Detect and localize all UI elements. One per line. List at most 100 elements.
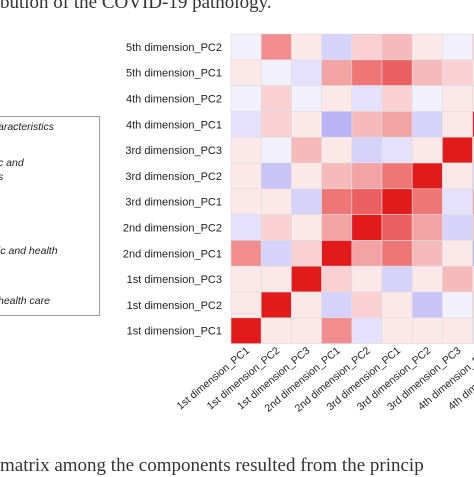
row-label: 1st dimension_PC2 (127, 300, 222, 312)
heatmap-cell (381, 240, 413, 267)
heatmap-cell (411, 317, 443, 344)
heatmap-cell (472, 291, 474, 319)
heatmap-cell (411, 162, 443, 190)
heatmap-cell (411, 240, 443, 267)
row-label: 3rd dimension_PC2 (125, 171, 222, 183)
heatmap-cell (230, 33, 262, 61)
heatmap-cell (351, 85, 383, 112)
heatmap-cell (411, 59, 443, 86)
row-label: 1st dimension_PC1 (127, 326, 222, 338)
heatmap-cell (472, 33, 474, 61)
row-label: 4th dimension_PC1 (126, 119, 222, 131)
top-caption: bution of the COVID-19 pathology. (0, 0, 272, 13)
heatmap-cell (442, 59, 473, 86)
heatmap-cell (291, 33, 322, 61)
heatmap-cell (381, 291, 413, 319)
heatmap-cell (381, 33, 413, 61)
legend-box: aracteristics c and s ic and health heal… (0, 116, 100, 316)
heatmap-cell (411, 33, 443, 61)
legend-item-3: s (0, 171, 3, 183)
heatmap-cell (321, 265, 353, 293)
row-label: 3rd dimension_PC1 (125, 197, 222, 209)
heatmap-cell (291, 214, 322, 241)
row-label: 5th dimension_PC2 (126, 42, 222, 54)
heatmap-cell (260, 214, 292, 241)
heatmap-cell (442, 317, 473, 344)
heatmap-cell (321, 317, 353, 344)
heatmap-cell (260, 162, 292, 190)
legend-item-2: c and (0, 157, 24, 169)
heatmap-cell (411, 136, 443, 164)
heatmap-cell (381, 265, 413, 293)
heatmap-cell (230, 291, 262, 319)
legend-item-1: aracteristics (0, 121, 55, 133)
heatmap-cell (291, 136, 322, 164)
heatmap-cell (411, 188, 443, 215)
heatmap-cell (291, 111, 322, 138)
heatmap-cell (291, 265, 322, 293)
heatmap-cell (442, 33, 473, 61)
heatmap-cell (351, 265, 383, 293)
heatmap-cell (442, 291, 473, 319)
heatmap-cell (472, 240, 474, 267)
heatmap-cell (230, 317, 262, 344)
heatmap-cell (351, 214, 383, 241)
heatmap-cell (230, 240, 262, 267)
heatmap-cell (472, 265, 474, 293)
heatmap-cell (442, 85, 473, 112)
heatmap-cell (351, 59, 383, 86)
heatmap-cell (291, 317, 322, 344)
legend-item-5: health care (0, 295, 50, 307)
heatmap-cell (321, 188, 353, 215)
heatmap-cell (230, 188, 262, 215)
heatmap-cell (260, 85, 292, 112)
heatmap-cell (230, 162, 262, 190)
heatmap-cell (321, 85, 353, 112)
heatmap-cell (381, 188, 413, 215)
row-label: 5th dimension_PC1 (126, 68, 222, 80)
heatmap-cell (291, 188, 322, 215)
heatmap-cell (230, 111, 262, 138)
row-label: 4th dimension_PC2 (126, 94, 222, 106)
heatmap-cell (381, 317, 413, 344)
heatmap-cell (442, 214, 473, 241)
heatmap-cells (230, 33, 474, 344)
heatmap-cell (442, 240, 473, 267)
heatmap-cell (260, 265, 292, 293)
heatmap-cell (291, 162, 322, 190)
heatmap-cell (321, 33, 353, 61)
heatmap-cell (291, 240, 322, 267)
heatmap-cell (321, 111, 353, 138)
heatmap-cell (411, 85, 443, 112)
heatmap-cell (411, 214, 443, 241)
heatmap-cell (230, 59, 262, 86)
heatmap-cell (351, 111, 383, 138)
heatmap-cell (472, 85, 474, 112)
heatmap-cell (321, 59, 353, 86)
heatmap-cell (260, 33, 292, 61)
heatmap-cell (381, 59, 413, 86)
heatmap-cell (411, 291, 443, 319)
heatmap-cell (472, 214, 474, 241)
heatmap-cell (230, 265, 262, 293)
heatmap-cell (411, 265, 443, 293)
heatmap-cell (260, 291, 292, 319)
row-label: 2nd dimension_PC1 (123, 248, 222, 260)
heatmap-cell (381, 111, 413, 138)
heatmap-cell (351, 162, 383, 190)
heatmap-cell (381, 136, 413, 164)
heatmap-cell (321, 136, 353, 164)
heatmap-cell (351, 33, 383, 61)
heatmap-cell (381, 214, 413, 241)
heatmap-cell (472, 111, 474, 138)
heatmap-cell (291, 59, 322, 86)
row-label: 1st dimension_PC3 (127, 274, 222, 286)
heatmap-cell (260, 111, 292, 138)
heatmap-cell (321, 162, 353, 190)
heatmap-cell (230, 85, 262, 112)
heatmap-cell (442, 162, 473, 190)
heatmap-cell (260, 317, 292, 344)
heatmap-cell (351, 317, 383, 344)
row-label: 3rd dimension_PC3 (125, 145, 222, 157)
